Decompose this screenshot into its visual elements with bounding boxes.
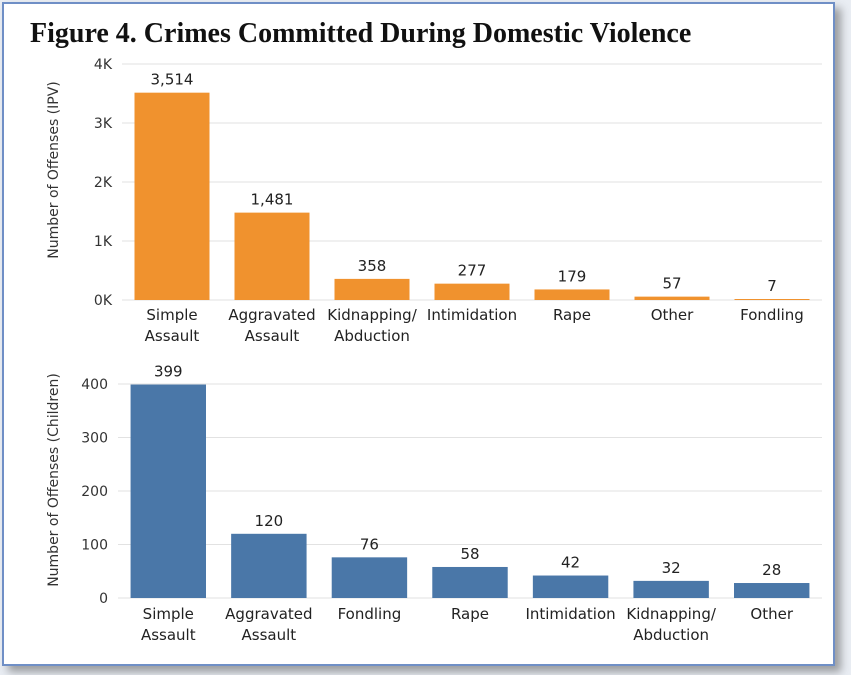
- ipv-category-label: Simple: [146, 306, 197, 324]
- children-category-label: Intimidation: [525, 605, 615, 623]
- children-category-label: Assault: [141, 626, 196, 644]
- children-ytick-label: 400: [81, 377, 108, 393]
- children-category-label: Fondling: [338, 605, 402, 623]
- children-bar: [734, 583, 810, 598]
- ipv-bar: [634, 296, 710, 300]
- ipv-value-label: 7: [767, 277, 777, 295]
- ipv-bar: [534, 289, 610, 300]
- ipv-ytick-label: 1K: [94, 234, 113, 250]
- children-category-label: Abduction: [633, 626, 709, 644]
- children-value-label: 42: [561, 554, 580, 572]
- ipv-category-label: Assault: [145, 327, 200, 345]
- children-ytick-label: 0: [99, 591, 108, 607]
- children-category-label: Aggravated: [225, 605, 312, 623]
- children-category-label: Kidnapping/: [626, 605, 716, 623]
- children-bar: [331, 557, 408, 598]
- ipv-value-label: 358: [358, 257, 387, 275]
- children-category-label: Assault: [242, 626, 297, 644]
- ipv-ytick-label: 2K: [94, 175, 113, 191]
- children-ytick-label: 200: [81, 484, 108, 500]
- ipv-ytick-label: 3K: [94, 116, 113, 132]
- ipv-bar: [334, 278, 410, 300]
- ipv-value-label: 179: [558, 267, 587, 285]
- children-bar: [130, 384, 206, 598]
- children-ytick-label: 100: [81, 538, 108, 554]
- ipv-category-label: Assault: [245, 327, 300, 345]
- ipv-bar: [234, 212, 310, 300]
- ipv-bar: [134, 92, 210, 300]
- ipv-value-label: 277: [458, 262, 487, 280]
- ipv-category-label: Intimidation: [427, 306, 517, 324]
- ipv-bar: [434, 283, 510, 300]
- ipv-category-label: Other: [651, 306, 694, 324]
- children-value-label: 32: [662, 559, 681, 577]
- ipv-value-label: 1,481: [251, 191, 294, 209]
- children-value-label: 28: [762, 561, 781, 579]
- ipv-value-label: 3,514: [151, 71, 194, 89]
- children-bar: [231, 533, 307, 598]
- ipv-bar: [734, 299, 810, 300]
- children-value-label: 58: [460, 545, 479, 563]
- children-category-label: Other: [750, 605, 793, 623]
- children-ytick-label: 300: [81, 431, 108, 447]
- ipv-category-label: Aggravated: [228, 306, 315, 324]
- ipv-ytick-label: 0K: [94, 293, 113, 309]
- children-category-label: Rape: [451, 605, 489, 623]
- children-bar: [633, 580, 709, 598]
- children-category-label: Simple: [143, 605, 194, 623]
- children-bar: [432, 566, 508, 598]
- children-y-axis-label: Number of Offenses (Children): [46, 373, 62, 587]
- children-bar: [532, 575, 609, 598]
- ipv-category-label: Kidnapping/: [327, 306, 417, 324]
- children-value-label: 399: [154, 363, 183, 381]
- children-value-label: 120: [255, 512, 284, 530]
- figure-title: Figure 4. Crimes Committed During Domest…: [30, 18, 692, 49]
- ipv-category-label: Rape: [553, 306, 591, 324]
- ipv-category-label: Fondling: [740, 306, 804, 324]
- ipv-category-label: Abduction: [334, 327, 410, 345]
- ipv-y-axis-label: Number of Offenses (IPV): [46, 81, 62, 259]
- ipv-ytick-label: 4K: [94, 57, 113, 73]
- ipv-value-label: 57: [662, 275, 681, 293]
- children-value-label: 76: [360, 535, 379, 553]
